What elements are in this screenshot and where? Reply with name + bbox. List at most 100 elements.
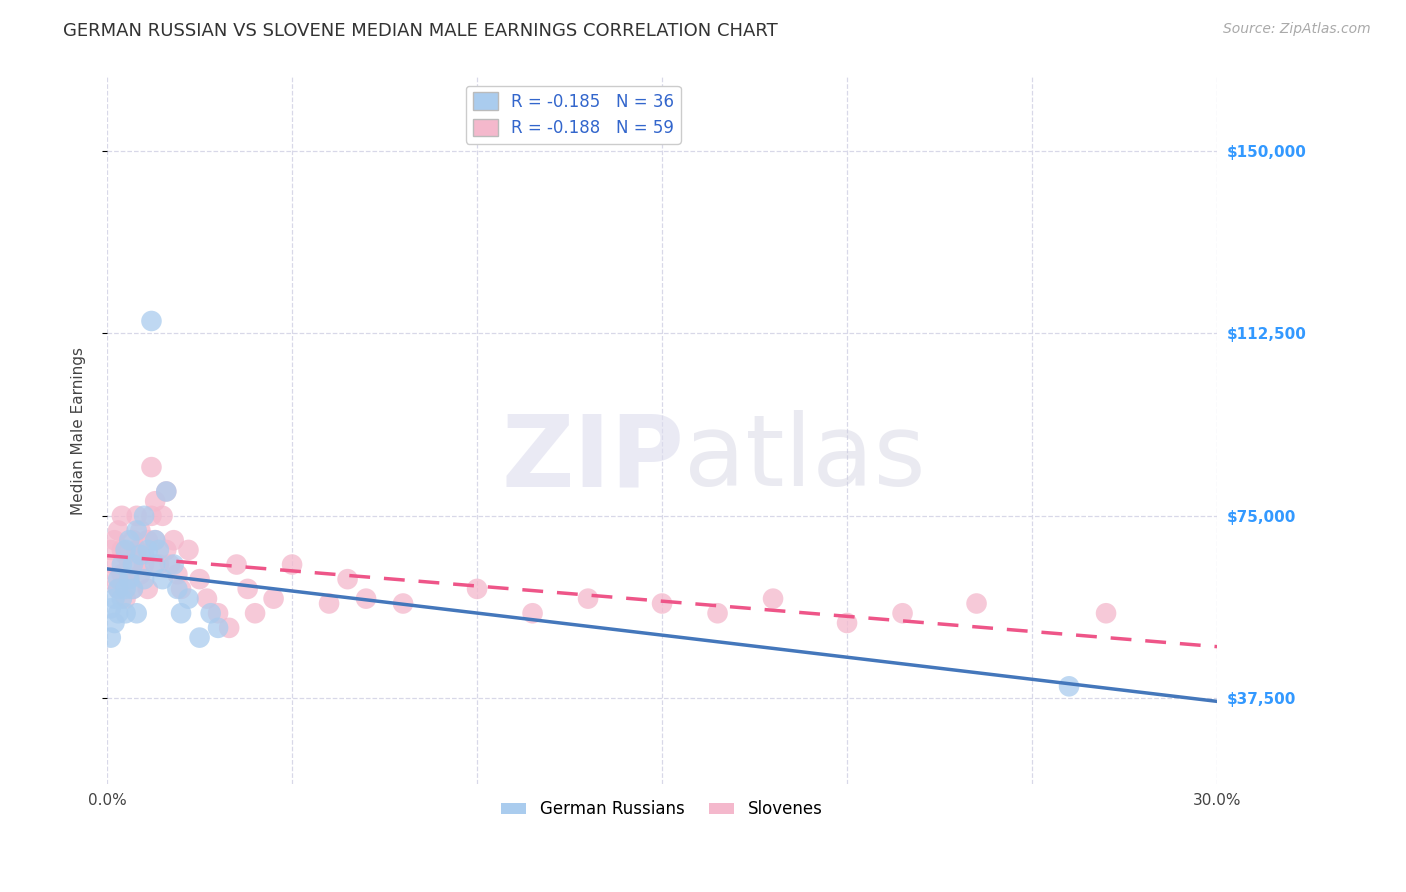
Point xyxy=(111,543,134,558)
Point xyxy=(136,582,159,596)
Point xyxy=(318,597,340,611)
Point xyxy=(159,558,181,572)
Point xyxy=(243,606,266,620)
Point xyxy=(136,543,159,558)
Point xyxy=(465,582,488,596)
Point xyxy=(132,548,155,562)
Point xyxy=(114,591,136,606)
Point xyxy=(177,543,200,558)
Point xyxy=(966,597,988,611)
Text: atlas: atlas xyxy=(685,410,927,508)
Point xyxy=(118,572,141,586)
Point xyxy=(118,572,141,586)
Point xyxy=(166,567,188,582)
Point xyxy=(706,606,728,620)
Point xyxy=(107,524,129,538)
Point xyxy=(107,606,129,620)
Point xyxy=(166,582,188,596)
Point xyxy=(100,543,122,558)
Point xyxy=(100,631,122,645)
Point xyxy=(163,533,186,548)
Point xyxy=(129,548,152,562)
Point xyxy=(114,543,136,558)
Point xyxy=(188,572,211,586)
Point xyxy=(125,543,148,558)
Point xyxy=(111,508,134,523)
Point xyxy=(103,558,125,572)
Point xyxy=(336,572,359,586)
Point xyxy=(148,543,170,558)
Point xyxy=(141,314,163,328)
Point xyxy=(170,606,193,620)
Point xyxy=(177,591,200,606)
Point xyxy=(103,615,125,630)
Point xyxy=(132,572,155,586)
Point xyxy=(143,533,166,548)
Point xyxy=(125,606,148,620)
Point xyxy=(114,582,136,596)
Point xyxy=(1057,679,1080,693)
Point xyxy=(107,582,129,596)
Point xyxy=(129,567,152,582)
Point xyxy=(125,508,148,523)
Point xyxy=(100,601,122,615)
Point xyxy=(107,572,129,586)
Point xyxy=(122,533,145,548)
Point xyxy=(143,558,166,572)
Point xyxy=(281,558,304,572)
Point xyxy=(155,484,177,499)
Point xyxy=(218,621,240,635)
Point xyxy=(200,606,222,620)
Point xyxy=(111,591,134,606)
Point xyxy=(111,567,134,582)
Point xyxy=(152,508,174,523)
Point xyxy=(132,508,155,523)
Point xyxy=(170,582,193,596)
Point xyxy=(576,591,599,606)
Point xyxy=(354,591,377,606)
Text: ZIP: ZIP xyxy=(502,410,685,508)
Point xyxy=(155,484,177,499)
Point xyxy=(651,597,673,611)
Point xyxy=(118,533,141,548)
Point xyxy=(891,606,914,620)
Point xyxy=(136,533,159,548)
Legend: German Russians, Slovenes: German Russians, Slovenes xyxy=(495,794,830,825)
Point xyxy=(141,508,163,523)
Point xyxy=(114,606,136,620)
Point xyxy=(392,597,415,611)
Point xyxy=(762,591,785,606)
Point xyxy=(141,460,163,475)
Text: GERMAN RUSSIAN VS SLOVENE MEDIAN MALE EARNINGS CORRELATION CHART: GERMAN RUSSIAN VS SLOVENE MEDIAN MALE EA… xyxy=(63,22,778,40)
Point xyxy=(152,572,174,586)
Point xyxy=(118,558,141,572)
Point xyxy=(122,558,145,572)
Point xyxy=(522,606,544,620)
Point xyxy=(129,524,152,538)
Point xyxy=(125,524,148,538)
Point xyxy=(122,582,145,596)
Point xyxy=(236,582,259,596)
Point xyxy=(188,631,211,645)
Point xyxy=(103,591,125,606)
Point xyxy=(122,582,145,596)
Point xyxy=(207,621,229,635)
Point xyxy=(1095,606,1118,620)
Point xyxy=(225,558,247,572)
Point xyxy=(143,494,166,508)
Point xyxy=(148,558,170,572)
Point xyxy=(195,591,218,606)
Point xyxy=(132,558,155,572)
Point xyxy=(163,558,186,572)
Point xyxy=(263,591,285,606)
Point xyxy=(100,572,122,586)
Text: Source: ZipAtlas.com: Source: ZipAtlas.com xyxy=(1223,22,1371,37)
Point xyxy=(155,543,177,558)
Point xyxy=(103,533,125,548)
Point xyxy=(835,615,858,630)
Point xyxy=(207,606,229,620)
Point xyxy=(143,533,166,548)
Y-axis label: Median Male Earnings: Median Male Earnings xyxy=(72,347,86,515)
Point xyxy=(114,548,136,562)
Point xyxy=(107,582,129,596)
